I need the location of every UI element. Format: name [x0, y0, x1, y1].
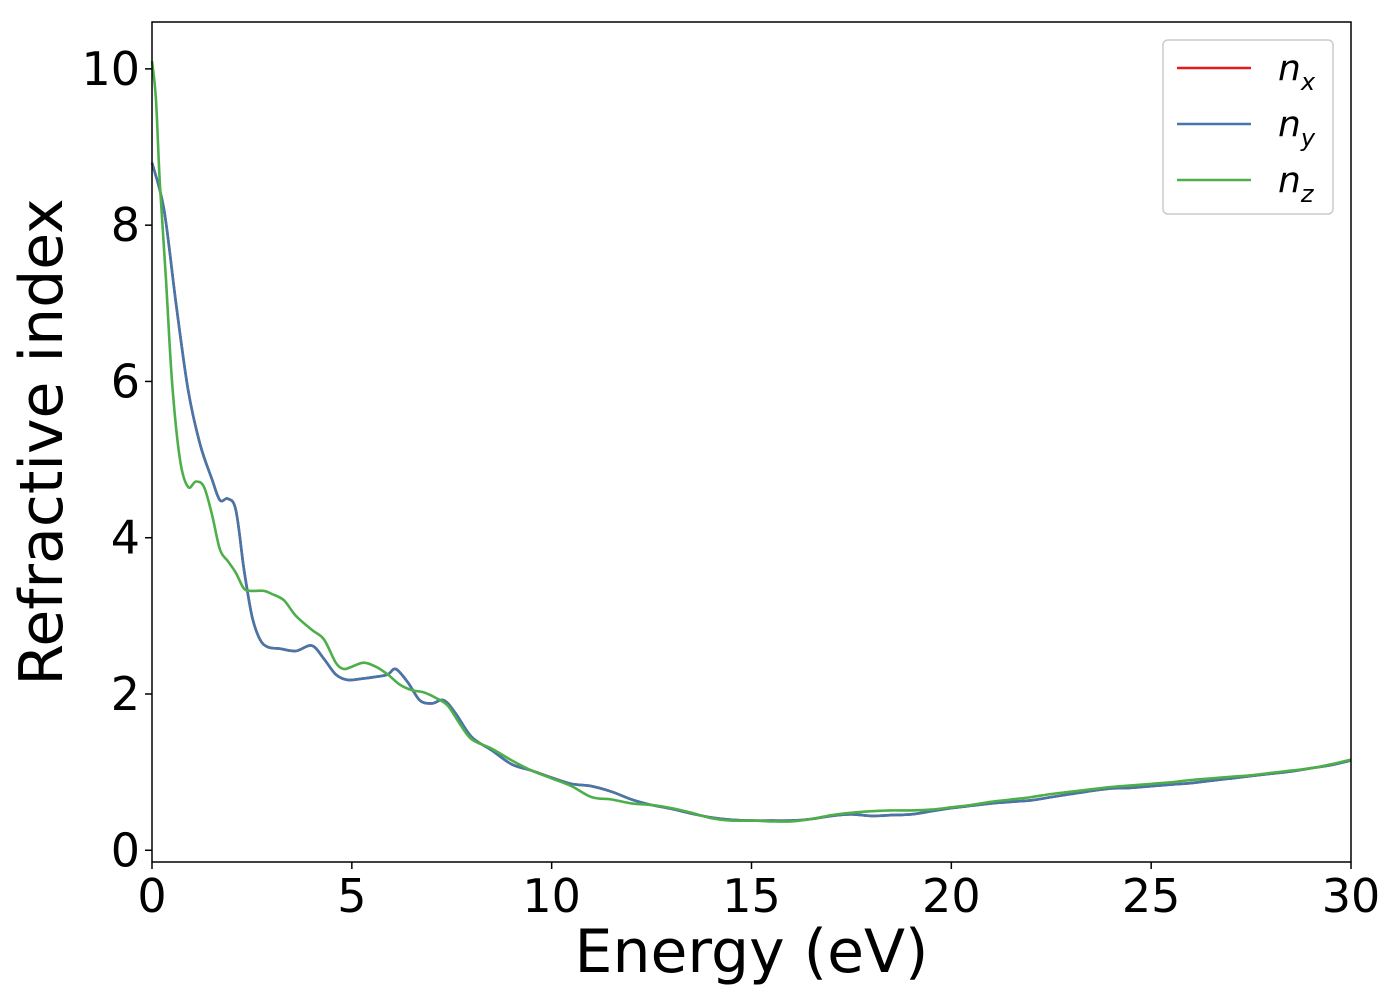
y-axis-title: Refractive index: [7, 198, 77, 685]
x-tick-label: 0: [137, 869, 166, 923]
x-tick-label: 10: [522, 869, 581, 923]
legend-box: [1162, 39, 1334, 215]
x-tick-label: 15: [722, 869, 781, 923]
y-tick-label: 0: [111, 823, 140, 877]
y-tick-label: 2: [111, 667, 140, 721]
series-layer: [150, 60, 1352, 823]
y-tick-label: 4: [111, 511, 140, 565]
series-line-ny: [150, 162, 1352, 822]
x-tick-label: 30: [1322, 869, 1381, 923]
y-tick-label: 6: [111, 354, 140, 408]
x-tick-label: 25: [1122, 869, 1181, 923]
x-tick-label: 5: [337, 869, 366, 923]
y-axis-ticks: 0 2 4 6 8 10: [81, 42, 152, 877]
x-axis-ticks: 0 5 10 15 20 25 30: [137, 862, 1380, 923]
y-tick-label: 10: [81, 42, 140, 96]
plot-area: [152, 22, 1351, 862]
x-tick-label: 20: [922, 869, 981, 923]
x-axis-title: Energy (eV): [575, 917, 929, 987]
series-line-nz: [150, 60, 1352, 823]
y-tick-label: 8: [111, 198, 140, 252]
